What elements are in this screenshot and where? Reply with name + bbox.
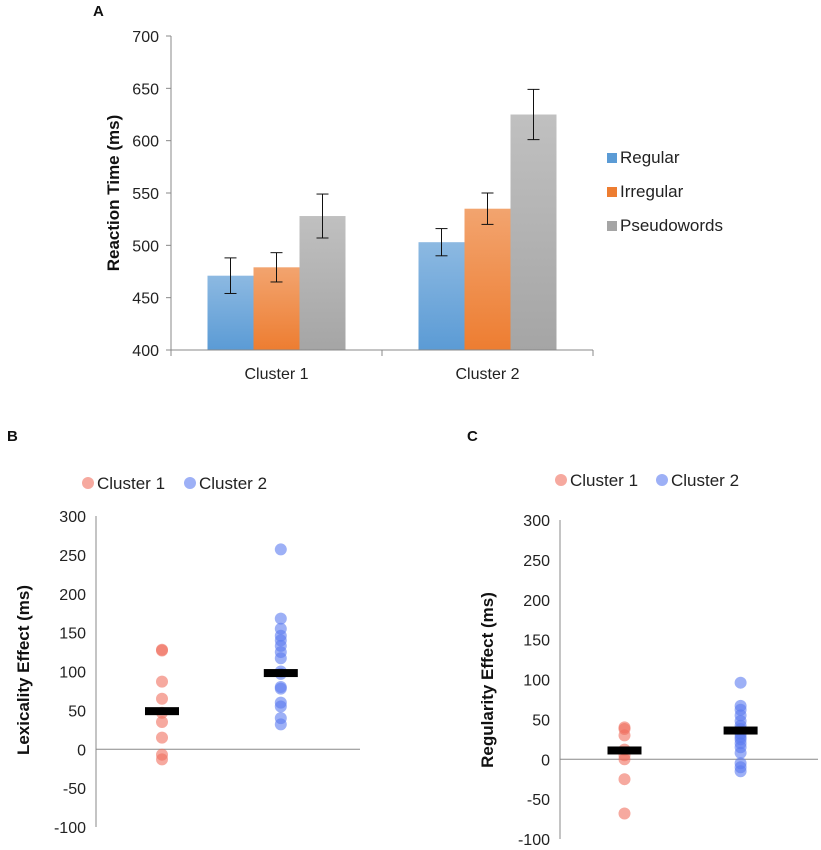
panelB-point-cluster-1-8 (156, 753, 168, 766)
y-tick-label-550: 550 (132, 186, 159, 203)
legend-label-irregular: Irregular (620, 182, 684, 201)
panelB-y-tick-label-150: 150 (59, 626, 86, 643)
panelB-y-tick-label-250: 250 (59, 548, 86, 565)
y-tick-label-650: 650 (132, 81, 159, 98)
panelB-point-cluster-2-0 (274, 543, 287, 556)
panelB-mean-bar-cluster-1 (145, 707, 179, 716)
panelB-point-cluster-2-15 (274, 718, 287, 731)
panelB-y-tick-label--50: -50 (63, 781, 86, 798)
panelC-y-tick-label-300: 300 (523, 513, 550, 530)
panelC-legend-label-2: Cluster 2 (671, 471, 739, 490)
panelB-y-tick-label--100: -100 (54, 820, 86, 837)
panelC-legend-label-1: Cluster 1 (570, 471, 638, 490)
panelB-legend-label-1: Cluster 1 (97, 474, 165, 493)
panelC-point-cluster-2-12 (734, 746, 747, 759)
panelB-point-cluster-1-1 (156, 644, 168, 657)
panel-c-scatter-chart: Regularity Effect (ms) Cluster 1 Cluster … (478, 471, 818, 849)
panelC-point-cluster-1-6 (618, 773, 631, 786)
panelB-point-cluster-1-3 (156, 692, 168, 705)
panelC-y-tick-label-150: 150 (523, 633, 550, 650)
panelB-point-cluster-2-7 (274, 652, 287, 665)
panelC-point-cluster-2-0 (734, 676, 747, 689)
legend-swatch-pseudowords (607, 221, 617, 231)
panelC-y-tick-label-50: 50 (532, 712, 550, 729)
panelC-legend-marker-1 (555, 474, 567, 486)
panelB-point-cluster-1-5 (156, 716, 168, 729)
panel-a-bar-chart: Reaction Time (ms) 400 450 500 550 600 650 700… (104, 29, 723, 383)
bar-pseudowords-2 (510, 114, 557, 350)
panel-label-c: C (467, 428, 478, 445)
panelC-mean-bar-cluster-1 (607, 746, 642, 755)
panelB-point-cluster-1-6 (156, 731, 168, 744)
panel-a-y-axis-title: Reaction Time (ms) (104, 115, 123, 272)
panelB-point-cluster-1-2 (156, 675, 168, 688)
y-tick-label-600: 600 (132, 134, 159, 151)
panel-label-a: A (93, 3, 104, 20)
panelC-point-cluster-1-7 (618, 807, 631, 820)
panelB-legend-marker-1 (82, 477, 94, 489)
panelB-y-tick-label-300: 300 (59, 509, 86, 526)
panelC-point-cluster-1-5 (618, 753, 631, 766)
bar-irregular-2 (464, 208, 511, 350)
panelB-y-tick-label-200: 200 (59, 587, 86, 604)
y-tick-label-500: 500 (132, 238, 159, 255)
panelC-point-cluster-2-15 (734, 765, 747, 778)
panelC-y-tick-label-0: 0 (541, 752, 550, 769)
y-tick-label-700: 700 (132, 29, 159, 46)
panelB-y-tick-label-0: 0 (77, 742, 86, 759)
panelC-y-tick-label-200: 200 (523, 593, 550, 610)
legend-swatch-regular (607, 153, 617, 163)
panelC-y-tick-label--100: -100 (518, 832, 550, 849)
bar-regular-2 (418, 242, 465, 350)
x-category-label-2: Cluster 2 (455, 366, 519, 383)
panelB-point-cluster-2-13 (274, 700, 287, 713)
panelB-y-tick-label-50: 50 (68, 703, 86, 720)
panelC-point-cluster-1-2 (618, 729, 631, 742)
panelC-mean-bar-cluster-2 (723, 726, 758, 735)
panelC-y-tick-label-250: 250 (523, 553, 550, 570)
panelB-point-cluster-2-11 (274, 682, 287, 695)
legend-swatch-irregular (607, 187, 617, 197)
panelB-mean-bar-cluster-2 (263, 669, 298, 678)
panelB-legend-marker-2 (184, 477, 196, 489)
y-tick-label-450: 450 (132, 291, 159, 308)
y-tick-label-400: 400 (132, 343, 159, 360)
panelB-legend-label-2: Cluster 2 (199, 474, 267, 493)
panelB-point-cluster-2-1 (274, 612, 287, 625)
panel-label-b: B (7, 428, 18, 445)
panelB-y-tick-label-100: 100 (59, 665, 86, 682)
panel-c-y-axis-title: Regularity Effect (ms) (478, 592, 497, 768)
panelC-y-tick-label-100: 100 (523, 673, 550, 690)
panelC-y-tick-label--50: -50 (527, 792, 550, 809)
legend-label-pseudowords: Pseudowords (620, 216, 723, 235)
x-category-label-1: Cluster 1 (244, 366, 308, 383)
panelC-legend-marker-2 (656, 474, 668, 486)
panel-b-scatter-chart: Lexicality Effect (ms) Cluster 1 Cluster … (14, 474, 360, 837)
legend-label-regular: Regular (620, 148, 680, 167)
panel-b-y-axis-title: Lexicality Effect (ms) (14, 585, 33, 755)
